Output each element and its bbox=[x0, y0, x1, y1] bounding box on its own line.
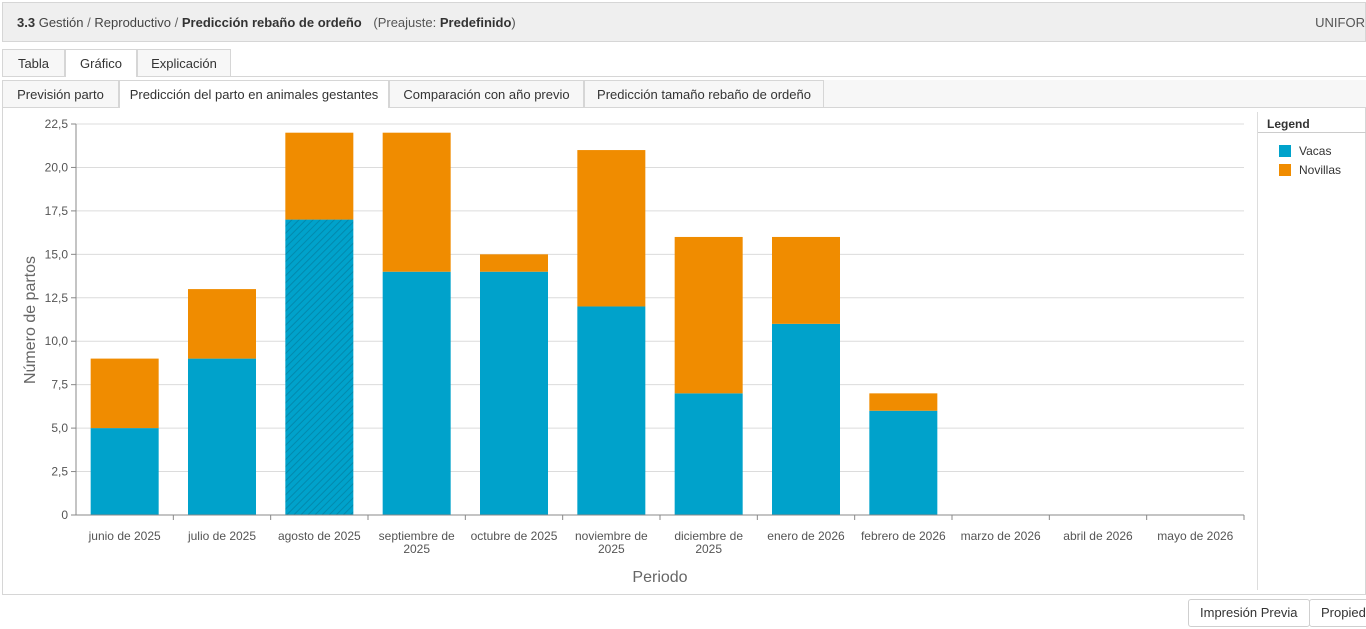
bar-novillas-6 bbox=[577, 150, 646, 307]
bar-vacas-6 bbox=[577, 306, 646, 515]
y-tick-label: 12,5 bbox=[45, 291, 69, 305]
legend-swatch-vacas bbox=[1279, 145, 1291, 157]
tab-grafico[interactable]: Gráfico bbox=[65, 49, 137, 77]
preset-close: ) bbox=[511, 15, 516, 30]
x-tick-label: junio de 2025 bbox=[88, 529, 161, 543]
births-chart: 0 2,5 5,0 7,5 10,0 12,5 15,0 17,5 20,0 22,5 junio … bbox=[22, 117, 1245, 586]
x-tick-label: febrero de 2026 bbox=[861, 529, 946, 543]
bar-vacas-2 bbox=[188, 358, 256, 515]
tab-explicacion[interactable]: Explicación bbox=[137, 49, 231, 76]
x-tick-label: abril de 2026 bbox=[1063, 529, 1133, 543]
menu-number: 3.3 bbox=[17, 15, 36, 30]
breadcrumb-reproductivo[interactable]: Reproductivo bbox=[94, 15, 171, 30]
bar-vacas-1 bbox=[90, 428, 159, 515]
bar-novillas-8 bbox=[772, 236, 840, 324]
bar-novillas-4 bbox=[382, 132, 451, 272]
chart-legend: Legend Vacas Novillas bbox=[1257, 112, 1366, 590]
bar-vacas-8 bbox=[772, 323, 840, 515]
y-tick-label: 17,5 bbox=[45, 204, 69, 218]
legend-label: Vacas bbox=[1299, 144, 1332, 158]
chart-axes: 0 2,5 5,0 7,5 10,0 12,5 15,0 17,5 20,0 22,5 junio … bbox=[45, 117, 1245, 556]
legend-divider bbox=[1258, 132, 1366, 133]
bar-novillas-2 bbox=[188, 289, 256, 359]
y-tick-label: 7,5 bbox=[51, 378, 68, 392]
breadcrumb-gestion[interactable]: Gestión bbox=[38, 15, 84, 30]
preset-value: Predefinido bbox=[439, 15, 512, 30]
tab-tabla[interactable]: Tabla bbox=[2, 49, 65, 76]
x-tick-label: enero de 2026 bbox=[767, 529, 845, 543]
tab-label: Gráfico bbox=[80, 56, 122, 71]
tab-label: Explicación bbox=[151, 56, 217, 71]
bar-novillas-3 bbox=[285, 132, 354, 220]
print-preview-button[interactable]: Impresión Previa bbox=[1188, 599, 1310, 627]
tab-prediccion-parto-gestantes[interactable]: Predicción del parto en animales gestant… bbox=[119, 80, 389, 108]
tab-prevision-parto[interactable]: Previsión parto bbox=[2, 80, 119, 107]
chart-bars bbox=[90, 132, 938, 516]
x-tick-label: agosto de 2025 bbox=[278, 529, 361, 543]
bar-vacas-3 bbox=[285, 219, 354, 516]
page-title: Predicción rebaño de ordeño bbox=[181, 15, 362, 30]
x-axis-label: Periodo bbox=[632, 569, 687, 586]
breadcrumb: 3.3 Gestión / Reproductivo / Predicción … bbox=[17, 15, 516, 30]
y-tick-label: 20,0 bbox=[45, 160, 69, 174]
x-tick-label: septiembre de 2025 bbox=[379, 529, 455, 556]
bar-novillas-5 bbox=[480, 254, 548, 272]
legend-swatch-novillas bbox=[1279, 164, 1291, 176]
primary-tab-bar: Tabla Gráfico Explicación bbox=[2, 49, 1366, 77]
tab-label: Predicción tamaño rebaño de ordeño bbox=[597, 87, 811, 102]
bar-vacas-9 bbox=[869, 410, 938, 515]
y-tick-label: 5,0 bbox=[51, 421, 68, 435]
tab-label: Tabla bbox=[17, 56, 50, 71]
preset-label: (Preajuste: bbox=[373, 15, 437, 30]
preset-indicator: (Preajuste: Predefinido) bbox=[373, 15, 515, 30]
bar-novillas-1 bbox=[90, 358, 159, 429]
x-tick-label: julio de 2025 bbox=[187, 529, 256, 543]
bar-novillas-7 bbox=[674, 236, 743, 394]
y-tick-label: 0 bbox=[61, 508, 68, 522]
tab-comparacion-anio-previo[interactable]: Comparación con año previo bbox=[389, 80, 584, 107]
x-tick-label: marzo de 2026 bbox=[961, 529, 1041, 543]
bar-vacas-7 bbox=[674, 393, 743, 515]
secondary-tab-bar: Previsión parto Predicción del parto en … bbox=[2, 80, 1366, 108]
y-axis-label: Número de partos bbox=[22, 256, 39, 384]
legend-label: Novillas bbox=[1299, 163, 1342, 177]
x-tick-label: octubre de 2025 bbox=[471, 529, 558, 543]
header-bar: 3.3 Gestión / Reproductivo / Predicción … bbox=[2, 2, 1366, 42]
tab-label: Predicción del parto en animales gestant… bbox=[129, 87, 379, 102]
bar-vacas-5 bbox=[480, 271, 548, 515]
y-tick-label: 2,5 bbox=[51, 465, 68, 479]
properties-button[interactable]: Propied bbox=[1309, 599, 1366, 627]
header-right-label: UNIFOR bbox=[1315, 15, 1365, 30]
x-tick-label: noviembre de 2025 bbox=[575, 529, 648, 556]
bar-novillas-9 bbox=[869, 393, 938, 411]
tab-prediccion-tamano-rebano[interactable]: Predicción tamaño rebaño de ordeño bbox=[584, 80, 824, 107]
legend-title: Legend bbox=[1267, 117, 1310, 131]
breadcrumb-separator: / bbox=[87, 15, 91, 30]
tab-label: Comparación con año previo bbox=[403, 87, 570, 102]
tab-label: Previsión parto bbox=[17, 87, 104, 102]
y-tick-label: 22,5 bbox=[45, 117, 69, 131]
y-tick-label: 10,0 bbox=[45, 334, 69, 348]
x-tick-label: mayo de 2026 bbox=[1157, 529, 1233, 543]
y-tick-label: 15,0 bbox=[45, 247, 69, 261]
breadcrumb-separator: / bbox=[174, 15, 179, 30]
x-tick-label: diciembre de 2025 bbox=[674, 529, 743, 556]
bar-vacas-4 bbox=[382, 271, 451, 515]
